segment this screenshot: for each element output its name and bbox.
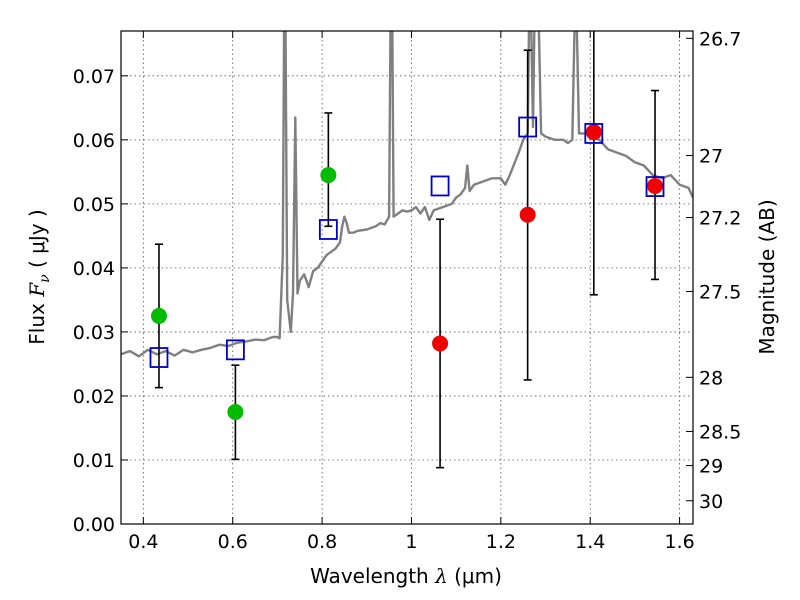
model-spectrum-line [121,31,693,358]
y2-tick-label: 27.5 [699,282,741,304]
axis-ticks [121,31,693,525]
y2-tick-label: 30 [699,491,723,513]
error-bars [154,31,660,469]
y-axis-title: Flux Fν ( μJy ) [25,209,53,344]
plot-background [121,31,693,524]
plot-frame [120,30,694,525]
model-bandpass-square [584,123,604,144]
y2-tick-label: 28 [699,367,723,389]
model-bandpass-square [645,176,665,197]
x-axis-title: Wavelength λ (μm) [310,564,502,588]
red-data-point [432,335,449,352]
green-data-point [320,167,337,184]
grid-lines [121,31,693,525]
y-tick-label: 0.02 [73,386,115,408]
green-data-point [227,403,244,420]
model-bandpass-square [225,339,245,361]
red-data-point [647,177,664,194]
model-bandpass-square [518,116,538,138]
y-tick-label: 0.07 [73,66,115,88]
y-tick-label: 0.05 [73,194,115,216]
y-tick-label: 0.06 [73,130,115,152]
x-tick-label: 0.4 [128,531,158,553]
y-tick-label: 0.04 [73,258,115,280]
model-bandpass-square [318,219,338,240]
x-tick-label: 1.6 [664,531,694,553]
y-tick-label: 0.03 [73,322,115,344]
data-markers [149,116,665,420]
red-data-point [519,206,536,223]
x-tick-label: 1.4 [575,531,605,553]
red-data-point [585,124,602,141]
y2-tick-label: 26.7 [699,28,741,50]
tick-labels: 0.4 0.6 0.8 1 1.2 1.4 1.6 0.00 0.01 0.02 0.03 0.04 0… [73,28,742,553]
y2-tick-label: 29 [699,456,723,478]
y2-tick-label: 27 [699,146,723,168]
y-tick-label: 0.00 [73,514,115,536]
green-data-point [150,307,167,324]
y2-tick-label: 28.5 [699,421,741,443]
x-tick-label: 1 [405,531,417,553]
x-tick-label: 1.2 [486,531,516,553]
y-tick-label: 0.01 [73,450,115,472]
model-bandpass-square [149,347,169,368]
x-tick-label: 0.6 [218,531,248,553]
model-bandpass-square [430,175,450,197]
x-tick-label: 0.8 [307,531,337,553]
y2-tick-label: 27.2 [699,208,741,230]
y2-axis-title: Magnitude (AB) [755,199,779,354]
